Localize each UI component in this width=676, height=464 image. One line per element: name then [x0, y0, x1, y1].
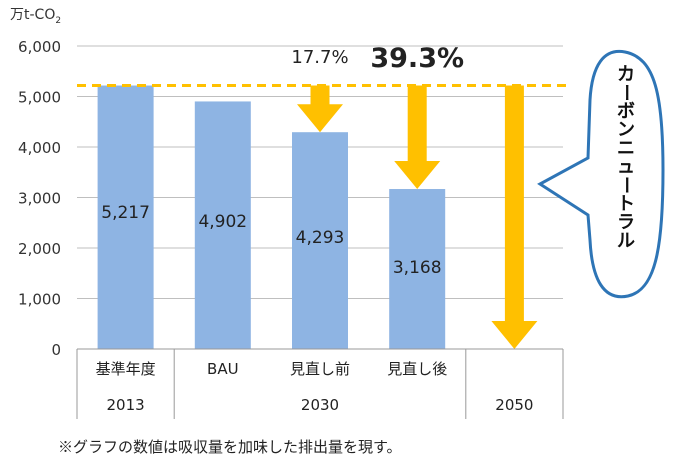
- callout-char: ル: [617, 231, 635, 252]
- y-axis-unit-subscript: 2: [55, 15, 62, 26]
- bar: [292, 132, 348, 349]
- x-group-label: 2050: [495, 396, 533, 414]
- callout-char: ー: [615, 84, 636, 102]
- reduction-arrow: [394, 85, 441, 190]
- callout-char: ボ: [617, 101, 635, 122]
- y-tick-label: 5,000: [18, 89, 61, 107]
- bar-value-label: 5,217: [101, 203, 150, 223]
- y-tick-label: 0: [51, 341, 61, 359]
- bar: [97, 85, 154, 349]
- y-axis-unit-main: 万t-CO: [10, 7, 56, 23]
- footnote: ※グラフの数値は吸収量を加味した排出量を現す。: [58, 438, 402, 456]
- reduction-percent-label: 39.3%: [370, 43, 464, 74]
- callout-bubble: [537, 49, 665, 299]
- callout-char: ニ: [617, 138, 635, 159]
- y-tick-label: 6,000: [18, 38, 61, 56]
- x-category-label: BAU: [207, 360, 239, 378]
- bar: [194, 101, 251, 349]
- callout-char: ン: [617, 120, 635, 141]
- callout-char: カ: [617, 64, 635, 85]
- x-group-label: 2030: [301, 396, 339, 414]
- bar-value-label: 3,168: [393, 258, 442, 278]
- x-category-label: 見直し後: [387, 360, 447, 378]
- callout-char: ュ: [617, 157, 635, 178]
- y-tick-label: 2,000: [18, 240, 61, 258]
- y-tick-label: 4,000: [18, 139, 61, 157]
- y-tick-label: 1,000: [18, 291, 61, 309]
- x-category-label: 基準年度: [96, 360, 156, 378]
- callout-char: ト: [617, 194, 635, 215]
- x-group-label: 2013: [107, 396, 145, 414]
- reduction-arrow: [491, 85, 538, 349]
- callout-char: ー: [615, 176, 636, 194]
- y-axis-unit-label: 万t-CO2: [10, 4, 61, 26]
- y-tick-label: 3,000: [18, 190, 61, 208]
- bar-value-label: 4,293: [296, 228, 345, 248]
- bar-value-label: 4,902: [198, 212, 247, 232]
- reduction-arrow: [297, 85, 343, 133]
- callout-char: ラ: [617, 212, 635, 233]
- reduction-percent-label: 17.7%: [291, 47, 348, 68]
- x-category-label: 見直し前: [290, 360, 350, 378]
- bar: [389, 189, 446, 349]
